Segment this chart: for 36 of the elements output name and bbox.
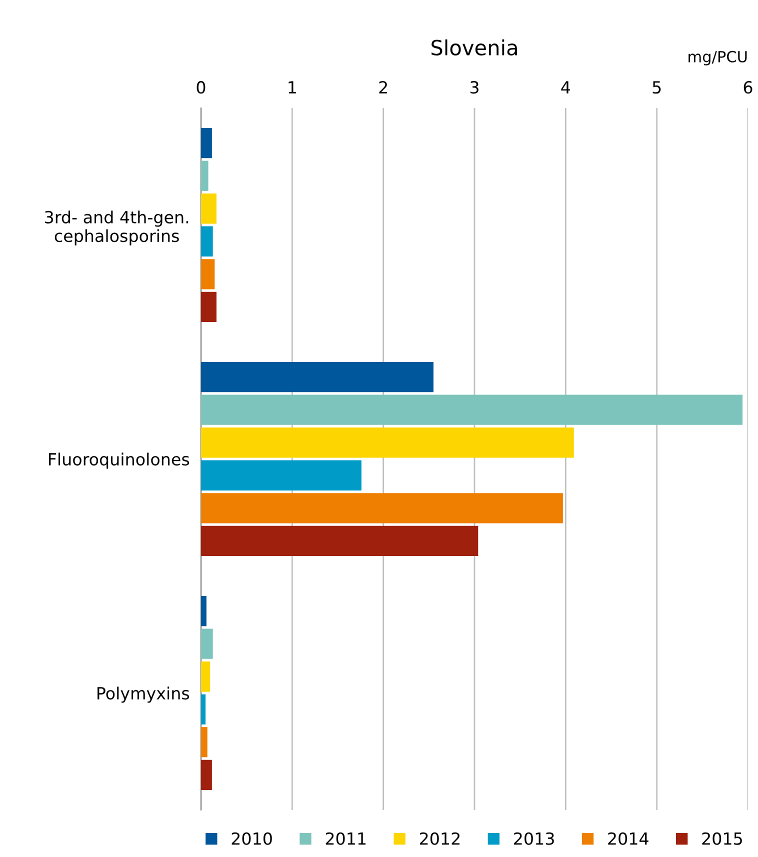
bar xyxy=(201,226,213,256)
bar xyxy=(201,493,563,524)
legend-label: 2014 xyxy=(608,832,648,845)
y-tick-label: 3rd- and 4th-gen. cephalosporins xyxy=(45,210,188,246)
bar xyxy=(201,362,434,392)
bar xyxy=(201,259,215,290)
x-tick-label: 3 xyxy=(470,81,478,94)
chart-title: Slovenia xyxy=(432,39,517,56)
x-tick-label: 5 xyxy=(652,81,661,94)
x-tick-label: 4 xyxy=(561,81,570,94)
bar xyxy=(201,760,212,790)
x-tick-label: 0 xyxy=(196,81,206,94)
legend-label: 2012 xyxy=(420,832,460,845)
bar xyxy=(201,194,216,224)
x-tick-label: 1 xyxy=(288,81,296,94)
bar xyxy=(201,628,213,659)
bar xyxy=(201,727,208,758)
y-tick-label: Polymyxins xyxy=(98,686,190,703)
bar xyxy=(201,394,743,425)
bar xyxy=(201,128,212,158)
x-tick-label: 6 xyxy=(744,81,752,94)
x-tick-label: 2 xyxy=(379,81,387,94)
bar xyxy=(201,292,216,322)
bar xyxy=(201,526,478,556)
legend-label: 2011 xyxy=(326,832,366,845)
legend-label: 2013 xyxy=(514,832,554,845)
bar xyxy=(201,694,206,724)
legend-label: 2010 xyxy=(232,832,272,845)
legend-label: 2015 xyxy=(702,832,742,845)
bar xyxy=(201,662,210,692)
x-axis-title: mg/PCU xyxy=(688,50,747,66)
bar xyxy=(201,596,206,626)
bar xyxy=(201,160,208,191)
bar xyxy=(201,428,574,458)
y-tick-label: Fluoroquinolones xyxy=(49,452,190,469)
bar xyxy=(201,460,362,490)
